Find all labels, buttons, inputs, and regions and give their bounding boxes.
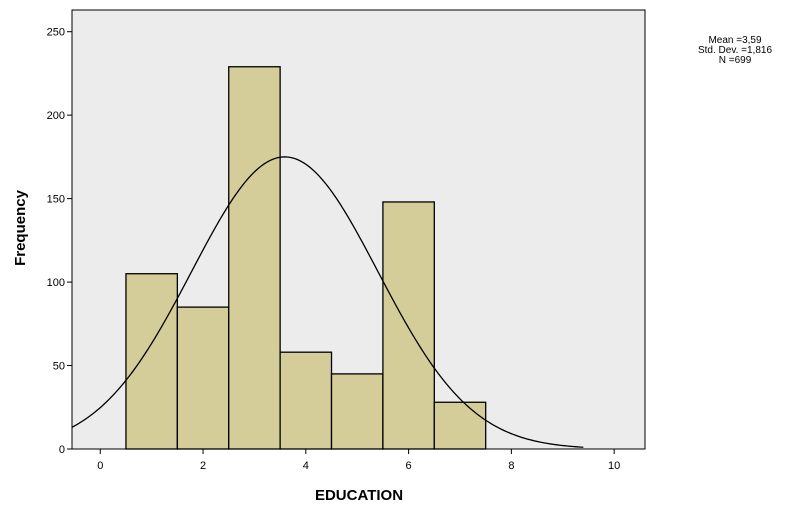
y-tick-label: 100 [47,277,65,289]
y-tick-label: 200 [47,110,65,122]
x-axis-title: EDUCATION [315,487,403,504]
x-tick-label: 6 [406,460,412,472]
y-axis: 0 50 100 150 200 250 [47,27,72,456]
x-tick-label: 2 [200,460,206,472]
histogram-bar-6 [382,201,435,450]
y-tick-label: 0 [59,444,65,456]
y-tick-label: 250 [47,27,65,39]
mean-stat: Mean =3,59 [708,35,762,46]
histogram-bar-7 [433,401,487,450]
y-axis-title: Frequency [12,189,29,266]
histogram-bar-4 [279,351,333,450]
x-axis: 0 2 4 6 8 10 [97,449,620,472]
x-tick-label: 10 [608,460,620,472]
y-tick-label: 50 [53,361,65,373]
stats-box: Mean =3,59 Std. Dev. =1,816 N =699 [660,36,810,66]
histogram-bar-1 [125,273,178,450]
x-tick-label: 4 [303,460,309,472]
histogram-bar-3 [228,66,281,450]
y-tick-label: 150 [47,194,65,206]
std-dev-stat: Std. Dev. =1,816 [697,45,773,56]
histogram-bar-2 [176,306,230,450]
normal-curve [71,156,584,448]
n-stat: N =699 [718,55,752,66]
bars-group [125,66,487,450]
x-tick-label: 8 [508,460,514,472]
x-tick-label: 0 [97,460,103,472]
histogram-bar-5 [330,373,384,450]
